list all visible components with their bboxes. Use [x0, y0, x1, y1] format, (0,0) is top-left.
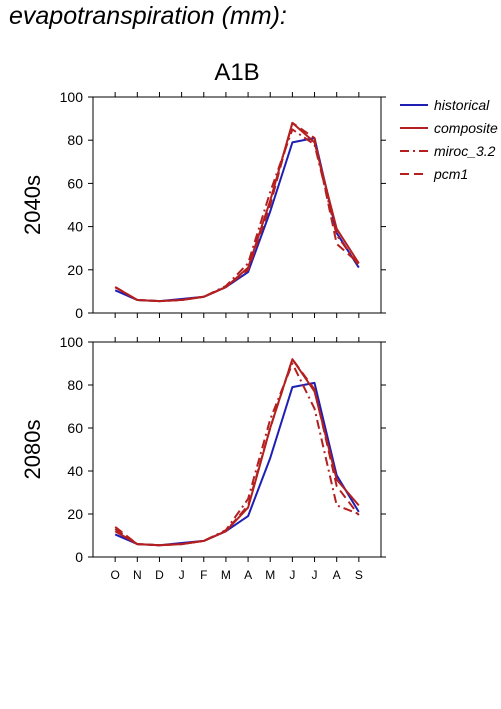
x-tick-label: D [155, 568, 164, 582]
y-tick-label: 20 [67, 262, 83, 278]
legend-label-composite: composite [434, 120, 498, 136]
legend-label-miroc_3.2: miroc_3.2 [434, 143, 496, 159]
x-tick-label: F [200, 568, 207, 582]
y-tick-label: 100 [60, 89, 84, 105]
panel-2040s: 0 20 40 60 80 100 2040s [20, 89, 386, 321]
panel-2080s: 0 20 40 60 80 100 2080s [20, 334, 386, 565]
y-tick-label: 20 [67, 506, 83, 522]
panel-label: 2080s [20, 420, 45, 480]
y-tick-label: 80 [67, 377, 83, 393]
x-tick-label: A [244, 568, 252, 582]
panel-label: 2040s [20, 175, 45, 235]
x-tick-label: J [312, 568, 318, 582]
x-tick-label: S [355, 568, 363, 582]
y-tick-label: 40 [67, 219, 83, 235]
series-line-miroc_3.2 [114, 128, 360, 303]
x-tick-label: N [133, 568, 142, 582]
legend-label-historical: historical [434, 97, 490, 113]
x-tick-label: M [265, 568, 275, 582]
page-title: evapotranspiration (mm): [9, 2, 287, 30]
y-tick-label: 0 [75, 305, 83, 321]
x-tick-label: J [289, 568, 295, 582]
y-tick-label: 100 [60, 334, 84, 350]
y-tick-label: 80 [67, 132, 83, 148]
legend: historical composite miroc_3.2 pcm1 [400, 97, 498, 182]
y-tick-label: 40 [67, 463, 83, 479]
x-tick-label: A [333, 568, 341, 582]
x-tick-label: J [179, 568, 185, 582]
y-tick-label: 60 [67, 175, 83, 191]
y-tick-label: 0 [75, 549, 83, 565]
y-tick-label: 60 [67, 420, 83, 436]
series-line-composite [114, 358, 360, 547]
x-tick-label: M [221, 568, 231, 582]
x-tick-label: O [110, 568, 119, 582]
legend-label-pcm1: pcm1 [433, 166, 468, 182]
scenario-title: A1B [214, 59, 259, 86]
series-line-pcm1 [114, 358, 360, 547]
plot-frame [92, 341, 382, 558]
series-line-pcm1 [114, 121, 360, 303]
plot-frame [92, 96, 382, 314]
